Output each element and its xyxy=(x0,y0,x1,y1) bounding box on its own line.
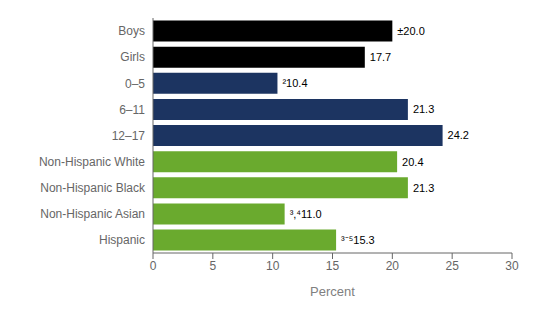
svg-text:21.3: 21.3 xyxy=(413,182,434,194)
svg-text:³⁻⁵15.3: ³⁻⁵15.3 xyxy=(341,234,375,246)
svg-text:Boys: Boys xyxy=(118,24,145,38)
svg-text:15: 15 xyxy=(326,259,340,273)
svg-text:20.4: 20.4 xyxy=(402,156,423,168)
svg-text:Girls: Girls xyxy=(120,50,145,64)
svg-text:21.3: 21.3 xyxy=(413,103,434,115)
svg-text:6–11: 6–11 xyxy=(119,103,145,117)
svg-text:Percent: Percent xyxy=(310,284,355,299)
svg-text:5: 5 xyxy=(209,259,216,273)
svg-text:0: 0 xyxy=(150,259,157,273)
svg-text:0–5: 0–5 xyxy=(125,77,145,91)
svg-text:20: 20 xyxy=(386,259,400,273)
svg-text:Non-Hispanic White: Non-Hispanic White xyxy=(39,155,145,169)
svg-text:³,⁴11.0: ³,⁴11.0 xyxy=(290,208,322,220)
svg-text:30: 30 xyxy=(505,259,519,273)
svg-text:Hispanic: Hispanic xyxy=(99,233,145,247)
svg-text:17.7: 17.7 xyxy=(370,51,391,63)
svg-text:±20.0: ±20.0 xyxy=(397,25,424,37)
svg-text:10: 10 xyxy=(266,259,280,273)
svg-text:²10.4: ²10.4 xyxy=(282,77,307,89)
svg-text:Non-Hispanic Asian: Non-Hispanic Asian xyxy=(40,207,145,221)
svg-text:24.2: 24.2 xyxy=(448,129,469,141)
svg-text:12–17: 12–17 xyxy=(112,129,146,143)
svg-text:Non-Hispanic Black: Non-Hispanic Black xyxy=(40,181,146,195)
svg-text:25: 25 xyxy=(445,259,459,273)
